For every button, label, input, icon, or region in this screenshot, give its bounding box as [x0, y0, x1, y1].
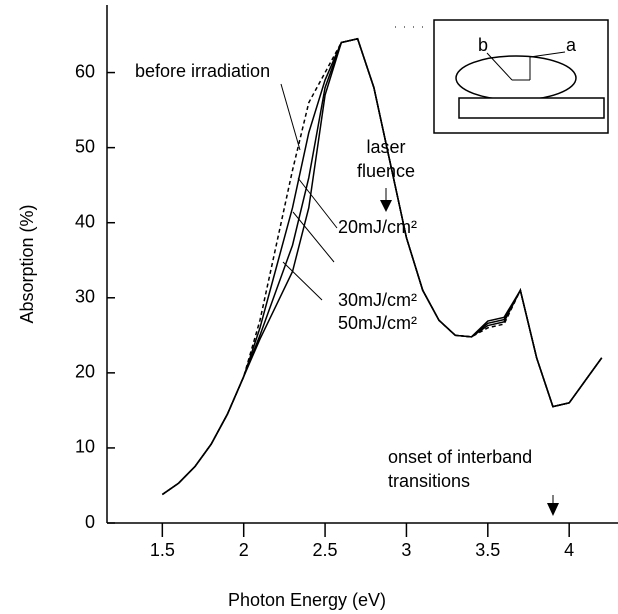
- curve-label: 50mJ/cm²: [338, 313, 417, 333]
- annotation: transitions: [388, 471, 470, 491]
- curve-label: 30mJ/cm²: [338, 290, 417, 310]
- y-tick-label: 0: [85, 512, 95, 532]
- y-tick-label: 60: [75, 61, 95, 81]
- x-tick-label: 3.5: [475, 540, 500, 560]
- data-line: [161, 37, 603, 496]
- x-tick-label: 4: [564, 540, 574, 560]
- x-tick-label: 2: [239, 540, 249, 560]
- inset: b a: [433, 19, 609, 134]
- y-tick-label: 30: [75, 287, 95, 307]
- x-tick-label: 2.5: [313, 540, 338, 560]
- y-tick-label: 20: [75, 362, 95, 382]
- curve-label: before irradiation: [135, 61, 270, 81]
- y-axis-label: Absorption (%): [17, 204, 37, 323]
- annotation: laser: [366, 137, 405, 157]
- x-tick-label: 3: [401, 540, 411, 560]
- x-tick-label: 1.5: [150, 540, 175, 560]
- y-tick-label: 40: [75, 211, 95, 231]
- inset-label: a: [566, 35, 577, 55]
- annotation: onset of interband: [388, 447, 532, 467]
- leader-lines: [280, 83, 559, 516]
- curve-label: 20mJ/cm²: [338, 217, 417, 237]
- inset-label: b: [478, 35, 488, 55]
- annotation: fluence: [357, 161, 415, 181]
- axes: [106, 5, 618, 524]
- y-tick-label: 10: [75, 437, 95, 457]
- x-axis-label: Photon Energy (eV): [228, 590, 386, 610]
- y-tick-label: 50: [75, 136, 95, 156]
